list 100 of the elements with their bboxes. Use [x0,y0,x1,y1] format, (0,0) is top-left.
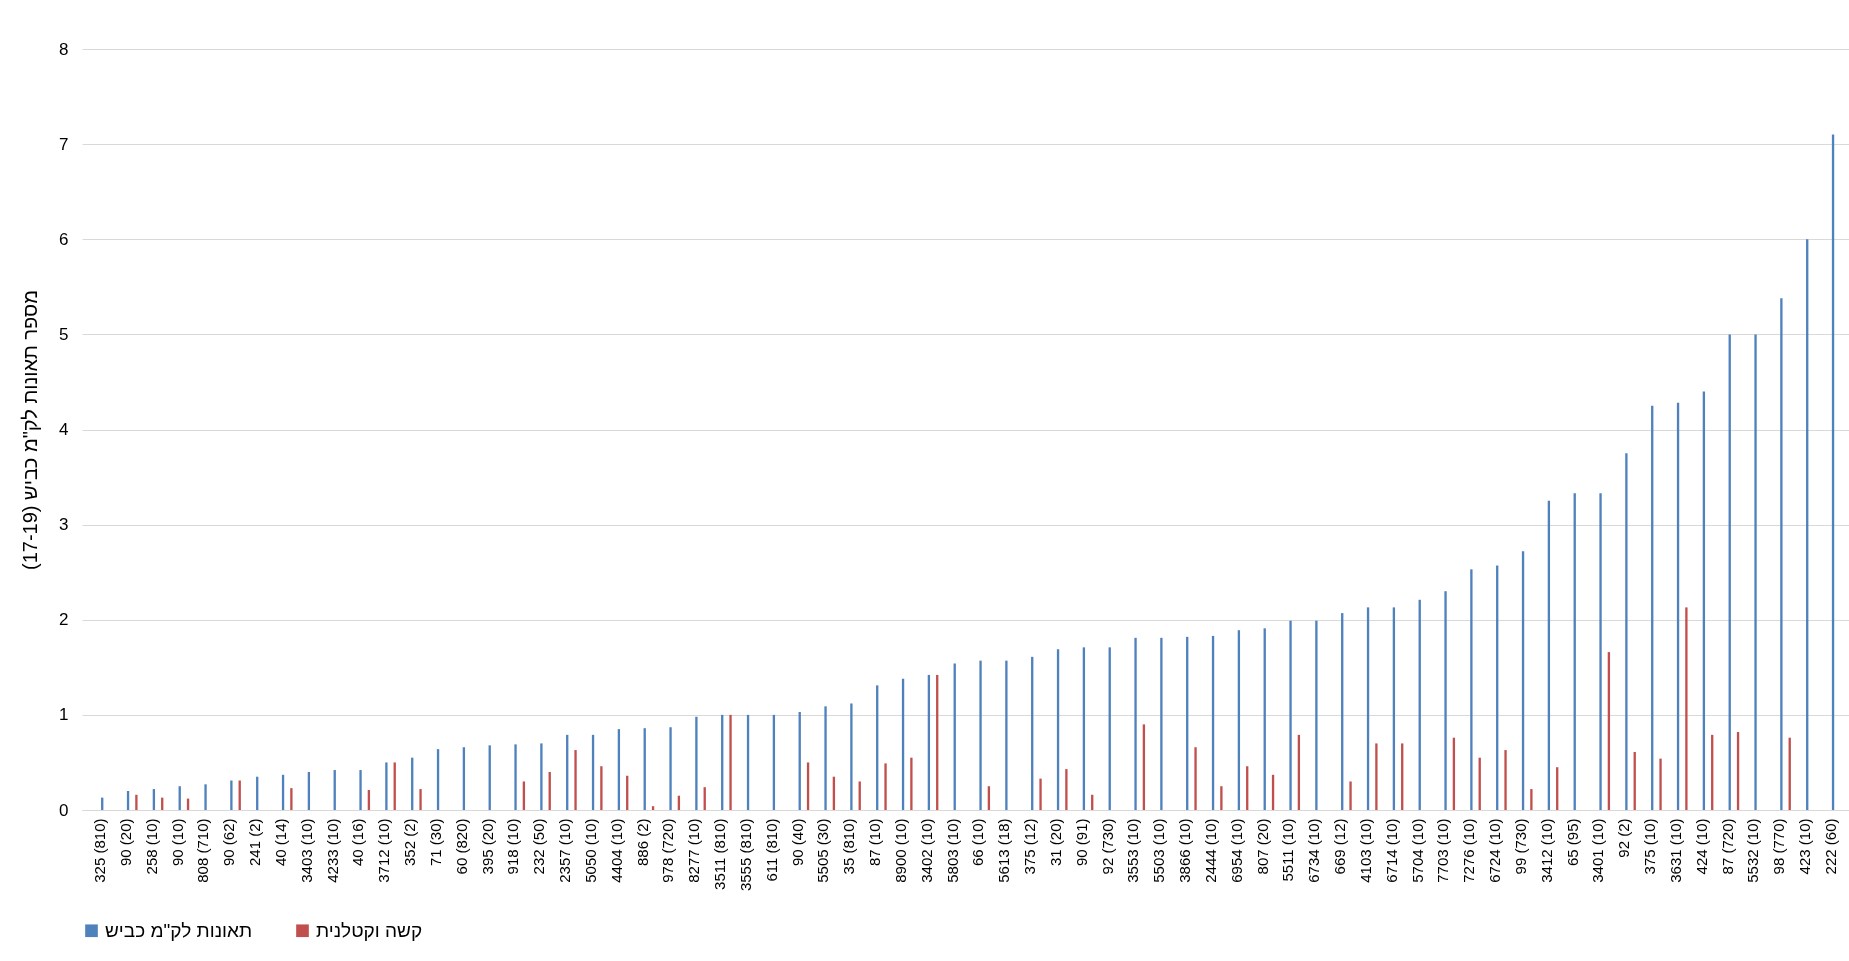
x-tick-label: 325 (810) [91,818,109,883]
x-tick-label: 87 (720) [1718,818,1736,875]
bar [1160,637,1163,810]
bar [669,727,672,810]
x-tick-label: 423 (10) [1796,818,1814,875]
bar [1194,747,1197,810]
bar [1530,789,1533,810]
x-tick-label: 8277 (10) [685,818,703,883]
x-tick-label: 5803 (10) [943,818,961,883]
x-tick-label: 40 (16) [349,818,367,867]
bar [1625,453,1628,810]
x-tick-label: 3402 (10) [917,818,935,883]
bar [1685,607,1688,810]
x-tick-label: 6734 (10) [1305,818,1323,883]
x-tick-label: 6714 (10) [1382,818,1400,883]
bar [135,794,138,810]
bar [574,750,577,810]
bar [1289,620,1292,810]
bar [1349,781,1352,810]
x-tick-label: 5511 (10) [1279,818,1297,882]
bar [824,706,827,810]
y-tick-label: 4 [59,420,69,439]
bar [1599,493,1602,810]
x-tick-label: 98 (770) [1770,818,1788,875]
x-tick-label: 424 (10) [1692,818,1710,875]
x-tick-label: 60 (820) [452,818,470,875]
bar [979,660,982,810]
x-tick-label: 66 (10) [969,818,987,867]
x-tick-label: 3511 (810) [711,818,729,890]
y-tick-label: 6 [59,229,69,249]
x-tick-label: 90 (10) [168,818,186,867]
x-tick-label: 222 (60) [1821,818,1839,875]
x-tick-label: 886 (2) [633,818,651,867]
x-tick-label: 92 (730) [1098,818,1116,875]
x-tick-label: 90 (62) [220,818,238,867]
y-tick-label: 5 [59,324,69,344]
x-tick-label: 2357 (10) [556,818,574,883]
x-tick-label: 35 (810) [840,818,858,875]
x-tick-label: 5704 (10) [1408,818,1426,883]
bar [1780,298,1783,810]
x-tick-label: 2444 (10) [1201,818,1219,883]
x-tick-label: 90 (91) [1072,818,1090,867]
bar [1039,778,1042,810]
x-tick-label: 807 (20) [1253,818,1271,875]
y-tick-label: 7 [59,134,69,154]
bar [230,780,233,810]
y-tick-label: 1 [59,705,69,725]
bar [910,757,913,810]
bar [1220,786,1223,810]
x-tick-label: 5505 (30) [814,818,832,883]
bar [729,714,732,810]
x-tick-label: 3412 (10) [1537,818,1555,883]
x-tick-label: 65 (95) [1563,818,1581,867]
x-tick-label: 375 (12) [1021,818,1039,875]
x-tick-label: 395 (20) [478,818,496,875]
y-tick-label: 0 [59,800,69,820]
y-tick-label: 2 [59,610,69,630]
x-tick-label: 4103 (10) [1356,818,1374,883]
x-tick-label: 92 (2) [1615,818,1633,858]
bar [290,788,293,810]
x-tick-label: 352 (2) [401,818,419,867]
x-tick-label: 3401 (10) [1589,818,1607,883]
x-tick-label: 90 (40) [788,818,806,867]
bar [695,716,698,810]
legend-label: קשה וקטלנית [316,919,423,941]
x-tick-label: 87 (10) [866,818,884,867]
bar [1504,750,1507,810]
y-tick-label: 3 [59,515,69,535]
x-tick-label: 40 (14) [271,818,289,867]
x-tick-label: 232 (50) [530,818,548,875]
x-tick-label: 4404 (10) [607,818,625,883]
y-axis-title: מספר תאונות לק"מ כביש (17-19) [19,290,42,570]
bar [850,703,853,810]
bar [419,789,422,810]
x-tick-label: 5532 (10) [1744,818,1762,883]
x-tick-label: 31 (20) [1046,818,1064,867]
y-tick-label: 8 [59,39,69,59]
x-tick-label: 611 (810) [762,818,780,882]
x-tick-label: 3403 (10) [297,818,315,883]
x-tick-label: 978 (720) [659,818,677,883]
x-tick-label: 5050 (10) [581,818,599,883]
bar [1470,569,1473,810]
x-tick-label: 99 (730) [1511,818,1529,875]
bar [359,770,362,810]
x-tick-label: 8900 (10) [891,818,909,883]
x-tick-label: 3553 (10) [1124,818,1142,883]
x-tick-label: 4233 (10) [323,818,341,883]
x-tick-label: 7703 (10) [1434,818,1452,883]
x-tick-label: 6954 (10) [1227,818,1245,883]
bar [540,743,543,810]
x-tick-label: 5613 (18) [995,818,1013,883]
x-tick-label: 3631 (10) [1666,818,1684,883]
bar [1065,769,1068,810]
bar [204,784,207,810]
x-tick-label: 808 (710) [194,818,212,883]
x-tick-label: 258 (10) [142,818,160,875]
bar [1444,591,1447,810]
bar [600,766,603,810]
x-tick-label: 918 (10) [504,818,522,875]
bar [385,762,388,810]
